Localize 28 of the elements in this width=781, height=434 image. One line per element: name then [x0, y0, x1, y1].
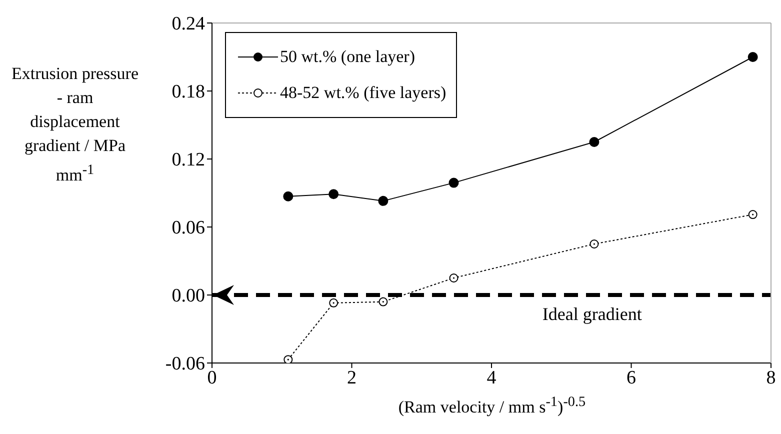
point	[283, 191, 294, 202]
point	[748, 210, 758, 220]
ref-line-label: Ideal gradient	[542, 304, 642, 324]
point	[378, 297, 388, 306]
point	[329, 298, 338, 308]
y-tick-label: 0.12	[172, 150, 205, 171]
point	[748, 52, 758, 62]
point	[590, 240, 599, 248]
legend-label: 50 wt.% (one layer)	[280, 47, 416, 67]
x-tick-label: 0	[207, 367, 217, 388]
point	[448, 178, 459, 188]
y-tick-label: 0.06	[172, 218, 205, 239]
point	[589, 137, 600, 147]
y-tick-label: -0.06	[165, 354, 205, 375]
y-tick-label: 0.00	[172, 286, 205, 307]
x-tick-label: 2	[347, 367, 356, 388]
x-axis-title: (Ram velocity / mm s$^{-1}$)$^{-0.5}$	[397, 394, 587, 418]
point	[378, 196, 388, 206]
x-tick-label: 4	[486, 367, 497, 388]
point	[449, 274, 458, 282]
y-axis-title: Extrusion pressure - ram displacement gradient / MPa mm$^{-1}$	[10, 63, 140, 187]
point	[284, 355, 293, 363]
legend-label: 48-52 wt.% (five layers)	[280, 83, 446, 103]
y-tick-label: 0.18	[172, 82, 205, 103]
x-tick-label: 6	[626, 367, 636, 388]
x-tick-label: 8	[766, 367, 776, 388]
point	[328, 189, 339, 200]
y-tick-label: 0.24	[172, 14, 206, 35]
